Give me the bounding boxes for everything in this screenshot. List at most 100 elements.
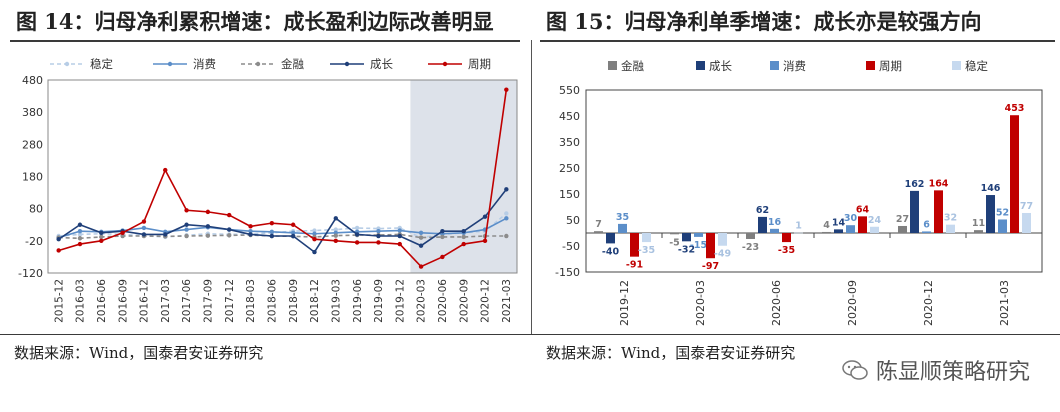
series-point-稳定 <box>312 228 317 233</box>
legend-swatch-成长 <box>696 61 705 70</box>
series-point-成长 <box>504 187 509 192</box>
wechat-icon <box>842 360 868 380</box>
data-label-金融: 7 <box>595 219 602 230</box>
series-point-金融 <box>99 234 104 240</box>
series-point-周期 <box>312 237 317 242</box>
data-label-消费: 52 <box>996 207 1009 218</box>
series-point-成长 <box>227 227 232 232</box>
x-tick-label: 2017-06 <box>181 279 193 323</box>
x-tick-label: 2019-12 <box>618 280 631 326</box>
series-point-金融 <box>333 233 338 238</box>
series-point-消费 <box>184 227 189 232</box>
legend-label-成长: 成长 <box>370 57 393 71</box>
bar-消费 <box>922 231 931 233</box>
series-point-成长 <box>56 237 61 242</box>
data-label-稳定: 77 <box>1020 201 1033 212</box>
data-label-周期: 164 <box>929 178 949 189</box>
right-chart-title: 图 15：归母净利单季增速：成长亦是较强方向 <box>546 9 982 34</box>
watermark-text: 陈显顺策略研究 <box>875 360 1030 385</box>
bar-消费 <box>694 233 703 237</box>
x-tick-label: 2020-03 <box>416 279 428 323</box>
bar-稳定 <box>794 232 803 234</box>
x-tick-label: 2016-06 <box>96 279 108 323</box>
data-label-稳定: -49 <box>714 249 731 260</box>
data-label-成长: 14 <box>832 217 846 228</box>
bar-稳定 <box>946 224 955 233</box>
series-point-消费 <box>418 230 424 235</box>
bar-稳定 <box>718 233 727 246</box>
series-point-消费 <box>77 228 83 234</box>
y-tick-label: 450 <box>559 110 580 123</box>
y-tick-label: -20 <box>25 235 43 248</box>
x-tick-label: 2016-12 <box>139 279 151 323</box>
series-point-成长 <box>440 228 445 234</box>
series-point-周期 <box>205 209 211 215</box>
series-point-稳定 <box>77 232 83 237</box>
x-tick-label: 2020-12 <box>922 280 935 326</box>
x-tick-label: 2021-03 <box>998 280 1011 326</box>
series-point-消费 <box>312 231 317 236</box>
data-label-稳定: 24 <box>868 215 882 226</box>
legend-label-消费: 消费 <box>783 59 806 73</box>
series-point-成长 <box>163 232 168 237</box>
series-point-成长 <box>141 232 147 237</box>
data-label-金融: 4 <box>823 220 830 231</box>
data-label-消费: 6 <box>923 219 930 230</box>
data-label-消费: 35 <box>616 212 629 223</box>
series-point-周期 <box>440 254 445 260</box>
data-label-周期: -35 <box>778 245 795 256</box>
series-point-金融 <box>205 233 211 238</box>
series-point-金融 <box>418 235 424 240</box>
x-tick-label: 2019-03 <box>330 279 342 323</box>
plot-frame <box>585 89 1043 273</box>
y-tick-label: -50 <box>562 240 580 253</box>
series-point-成长 <box>269 233 275 239</box>
series-point-金融 <box>184 233 189 239</box>
series-point-消费 <box>397 228 402 233</box>
data-label-周期: -97 <box>702 261 719 272</box>
bar-稳定 <box>1022 212 1031 233</box>
bar-周期 <box>934 190 943 233</box>
series-point-消费 <box>141 225 147 231</box>
data-label-消费: 30 <box>844 213 858 224</box>
series-point-成长 <box>354 232 360 237</box>
series-point-稳定 <box>333 227 338 232</box>
bar-周期 <box>706 233 715 259</box>
data-label-消费: -15 <box>690 240 707 251</box>
legend-label-稳定: 稳定 <box>965 59 988 73</box>
series-point-金融 <box>461 234 466 240</box>
series-point-金融 <box>440 234 445 240</box>
series-point-周期 <box>290 222 296 227</box>
legend-label-周期: 周期 <box>468 57 491 71</box>
bar-金融 <box>822 231 831 233</box>
series-point-周期 <box>376 240 381 245</box>
x-tick-label: 2021-03 <box>501 279 513 323</box>
bar-消费 <box>846 225 855 233</box>
bar-成长 <box>606 233 615 244</box>
series-point-周期 <box>482 238 488 244</box>
x-tick-label: 2018-03 <box>245 279 257 323</box>
x-tick-label: 2019-12 <box>394 279 406 323</box>
series-point-成长 <box>99 230 104 235</box>
legend-label-稳定: 稳定 <box>90 57 113 71</box>
data-label-周期: 453 <box>1005 103 1025 114</box>
series-line-金融 <box>58 233 507 240</box>
bar-周期 <box>1010 115 1019 233</box>
series-point-周期 <box>397 241 402 247</box>
series-point-消费 <box>248 228 253 234</box>
series-point-周期 <box>77 241 83 247</box>
x-tick-label: 2018-12 <box>309 279 321 323</box>
series-point-成长 <box>248 232 253 237</box>
series-line-周期 <box>58 89 508 268</box>
bar-金融 <box>974 230 983 233</box>
bar-成长 <box>986 195 995 233</box>
legend-swatch-消费 <box>770 61 779 70</box>
bar-金融 <box>594 231 603 233</box>
watermark: 陈显顺策略研究 <box>842 354 1030 386</box>
legend-swatch-金融 <box>608 61 617 70</box>
x-tick-label: 2018-09 <box>288 279 300 323</box>
data-label-成长: 146 <box>981 183 1001 194</box>
series-point-成长 <box>376 233 381 239</box>
legend-label-金融: 金融 <box>281 57 304 71</box>
data-label-稳定: -35 <box>638 245 655 256</box>
